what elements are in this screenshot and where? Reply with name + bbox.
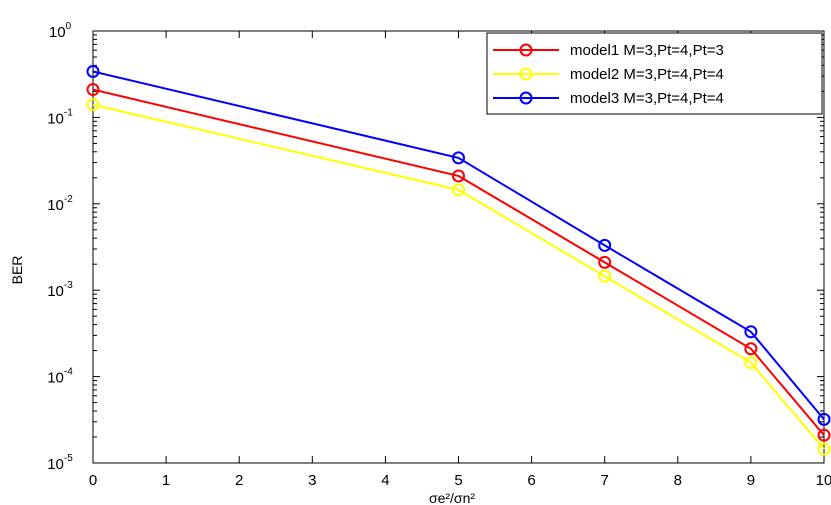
data-point: [86, 83, 100, 97]
y-tick-label: 10-3: [47, 280, 73, 300]
data-point: [598, 255, 612, 269]
x-tick-label: 2: [235, 472, 243, 489]
data-point: [744, 325, 758, 339]
x-tick-label: 4: [381, 472, 389, 489]
y-tick-label: 100: [49, 21, 72, 41]
legend-label: model2 M=3,Pt=4,Pt=4: [570, 66, 724, 83]
data-point: [744, 356, 758, 370]
x-tick-label: 5: [454, 472, 462, 489]
y-tick-label: 10-4: [47, 367, 73, 387]
series-group: [86, 64, 831, 456]
legend-marker: [519, 43, 533, 57]
x-tick-label: 10: [816, 472, 831, 489]
series-line-2: [92, 103, 825, 450]
x-tick-label: 7: [601, 472, 609, 489]
x-axis-ticks: 0 1 2 3 4 5 6 7 8 9 10: [89, 31, 831, 489]
y-tick-label: 10-1: [47, 107, 73, 127]
x-tick-label: 1: [162, 472, 170, 489]
data-point: [86, 98, 100, 112]
legend-label: model3 M=3,Pt=4,Pt=4: [570, 90, 724, 107]
x-tick-label: 6: [527, 472, 535, 489]
y-axis-ticks: 100 10-1 10-2 10-3 10-4 10-5: [47, 21, 824, 473]
data-point: [452, 183, 465, 197]
data-point: [452, 169, 465, 183]
x-tick-label: 8: [674, 472, 682, 489]
y-tick-label: 10-5: [47, 453, 73, 473]
data-point: [744, 342, 758, 356]
x-tick-label: 3: [308, 472, 316, 489]
series-line-1: [92, 88, 825, 436]
x-tick-label: 0: [89, 472, 97, 489]
y-axis-label: BER: [9, 256, 25, 285]
data-point: [817, 428, 831, 442]
series-line-3: [92, 70, 825, 420]
x-axis-label: σe²/σn²: [429, 490, 475, 505]
data-point: [598, 238, 612, 252]
legend-marker: [519, 91, 533, 105]
legend-label: model1 M=3,Pt=4,Pt=3: [570, 42, 724, 59]
data-point: [817, 442, 831, 456]
x-tick-label: 9: [747, 472, 755, 489]
legend-marker: [519, 67, 533, 81]
data-point: [452, 151, 465, 165]
data-point: [598, 269, 612, 283]
data-point: [817, 412, 831, 426]
y-tick-label: 10-2: [47, 194, 73, 214]
data-point: [86, 64, 100, 78]
legend: model1 M=3,Pt=4,Pt=3 model2 M=3,Pt=4,Pt=4…: [486, 32, 823, 115]
